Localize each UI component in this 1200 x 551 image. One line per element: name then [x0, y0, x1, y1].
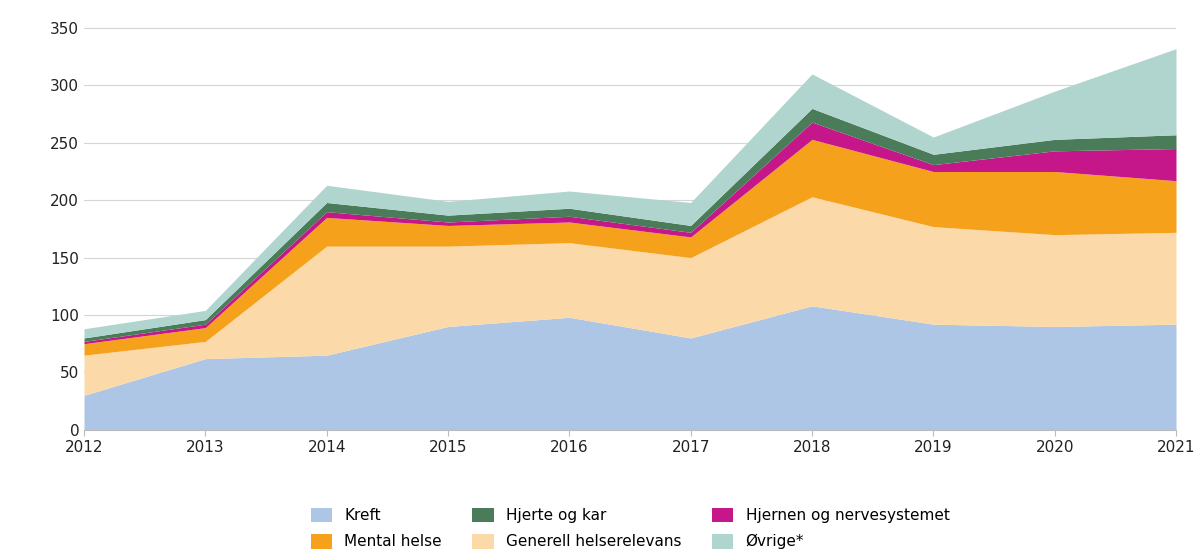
Legend: Kreft, Mental helse, Hjerte og kar, Generell helserelevans, Hjernen og nervesyst: Kreft, Mental helse, Hjerte og kar, Gene…: [311, 507, 949, 549]
